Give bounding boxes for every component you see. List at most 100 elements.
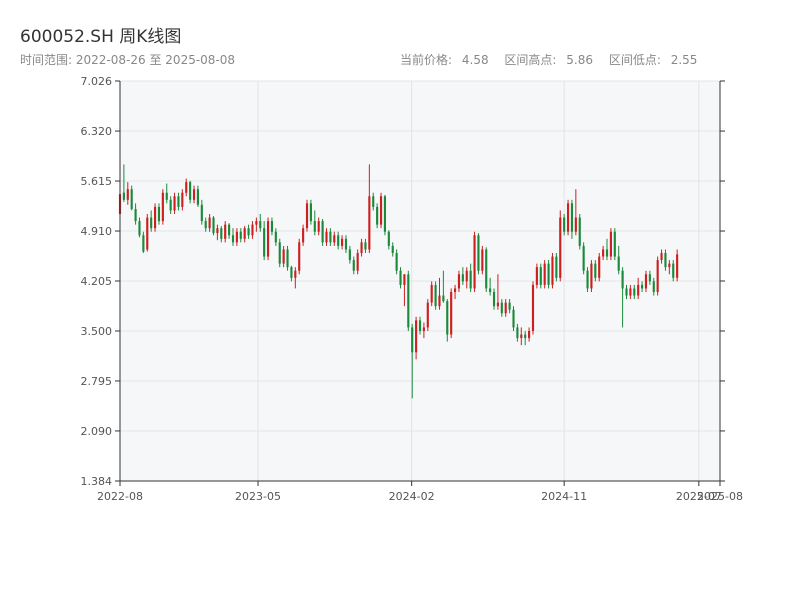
candle-body bbox=[543, 263, 546, 285]
candle-body bbox=[165, 192, 168, 200]
candle-body bbox=[379, 196, 383, 225]
candle-body bbox=[134, 209, 137, 222]
y-tick-label: 4.910 bbox=[81, 225, 113, 238]
candle-body bbox=[461, 274, 464, 282]
candle-body bbox=[348, 249, 351, 261]
candle-body bbox=[551, 256, 554, 285]
candle-body bbox=[496, 302, 499, 307]
candle-body bbox=[302, 228, 305, 243]
candle-body bbox=[317, 221, 320, 232]
candle-body bbox=[570, 203, 574, 232]
candle-body bbox=[660, 252, 663, 261]
candle-body bbox=[153, 206, 157, 229]
candle-body bbox=[415, 320, 418, 353]
candle-body bbox=[278, 242, 281, 264]
candle-body bbox=[138, 221, 141, 236]
current-price: 当前价格: 4.58 bbox=[400, 53, 495, 67]
candle-body bbox=[216, 228, 219, 234]
candle-body bbox=[192, 189, 196, 200]
candle-body bbox=[594, 263, 597, 278]
candle-body bbox=[220, 228, 223, 239]
x-tick-label: 2025-08 bbox=[697, 490, 743, 503]
y-tick-label: 5.615 bbox=[81, 175, 113, 188]
candle-body bbox=[469, 270, 472, 289]
range-high-value: 5.86 bbox=[566, 53, 594, 67]
candle-body bbox=[150, 217, 153, 229]
candle-body bbox=[161, 192, 164, 222]
candle-body bbox=[574, 217, 577, 232]
candle-body bbox=[434, 284, 437, 307]
candle-body bbox=[372, 196, 375, 207]
candle-body bbox=[578, 217, 581, 246]
candle-body bbox=[259, 221, 262, 229]
y-tick-label: 7.026 bbox=[81, 75, 113, 88]
candle-body bbox=[633, 288, 636, 296]
candle-body bbox=[555, 256, 558, 278]
candle-body bbox=[329, 231, 332, 243]
candle-body bbox=[629, 288, 632, 296]
date-range-start: 2022-08-26 bbox=[75, 53, 146, 67]
candle-body bbox=[438, 295, 441, 307]
candle-body bbox=[313, 221, 316, 232]
candle-body bbox=[528, 330, 531, 339]
x-tick-label: 2024-02 bbox=[389, 490, 435, 503]
range-low: 区间低点: 2.55 bbox=[609, 53, 704, 67]
range-low-label: 区间低点: bbox=[608, 53, 661, 67]
y-tick-label: 3.500 bbox=[81, 325, 113, 338]
candle-body bbox=[582, 245, 585, 271]
candle-body bbox=[481, 249, 484, 271]
candle-body bbox=[399, 270, 402, 285]
candle-body bbox=[352, 260, 355, 271]
candle-body bbox=[621, 270, 624, 289]
candle-body bbox=[648, 274, 651, 282]
candle-body bbox=[516, 327, 519, 339]
candle-body bbox=[341, 238, 344, 246]
candle-body bbox=[309, 203, 312, 222]
candle-body bbox=[387, 231, 390, 246]
candle-body bbox=[294, 270, 297, 278]
candle-body bbox=[668, 263, 671, 268]
candle-body bbox=[208, 217, 211, 229]
candle-body bbox=[368, 196, 371, 250]
candle-body bbox=[270, 221, 274, 232]
candle-body bbox=[617, 256, 620, 271]
candle-body bbox=[504, 302, 507, 314]
candle-body bbox=[325, 231, 328, 243]
candle-body bbox=[122, 192, 125, 200]
candle-body bbox=[196, 189, 199, 205]
candle-body bbox=[446, 301, 449, 335]
candle-body bbox=[235, 231, 238, 243]
price-stats: 当前价格: 4.58 区间高点: 5.86 区间低点: 2.55 bbox=[400, 51, 709, 68]
candle-body bbox=[485, 249, 488, 289]
candle-body bbox=[383, 196, 387, 232]
candle-body bbox=[344, 238, 348, 250]
candle-body bbox=[531, 284, 535, 331]
candle-body bbox=[426, 302, 429, 328]
candle-body bbox=[231, 235, 235, 243]
candle-body bbox=[418, 320, 422, 331]
candle-body bbox=[224, 224, 227, 239]
candle-body bbox=[286, 249, 289, 268]
candle-body bbox=[602, 249, 605, 257]
candle-body bbox=[644, 274, 648, 289]
y-tick-label: 2.090 bbox=[81, 425, 113, 438]
candle-body bbox=[364, 242, 367, 250]
candle-body bbox=[547, 263, 550, 285]
candle-body bbox=[290, 267, 293, 278]
candle-body bbox=[500, 302, 503, 314]
candle-body bbox=[430, 284, 433, 303]
candle-body bbox=[598, 256, 601, 278]
candle-body bbox=[282, 249, 285, 264]
candle-body bbox=[613, 231, 616, 257]
candle-body bbox=[477, 235, 480, 271]
candle-body bbox=[676, 254, 679, 278]
candle-body bbox=[228, 224, 231, 236]
candle-body bbox=[512, 309, 515, 328]
chart-title: 600052.SH 周K线图 bbox=[20, 27, 182, 47]
date-range: 时间范围: 2022-08-26 至 2025-08-08 bbox=[20, 51, 235, 68]
candle-body bbox=[605, 249, 609, 257]
date-range-end: 2025-08-08 bbox=[165, 53, 236, 67]
candle-body bbox=[641, 284, 644, 289]
candles bbox=[118, 164, 679, 399]
candle-body bbox=[200, 204, 203, 222]
